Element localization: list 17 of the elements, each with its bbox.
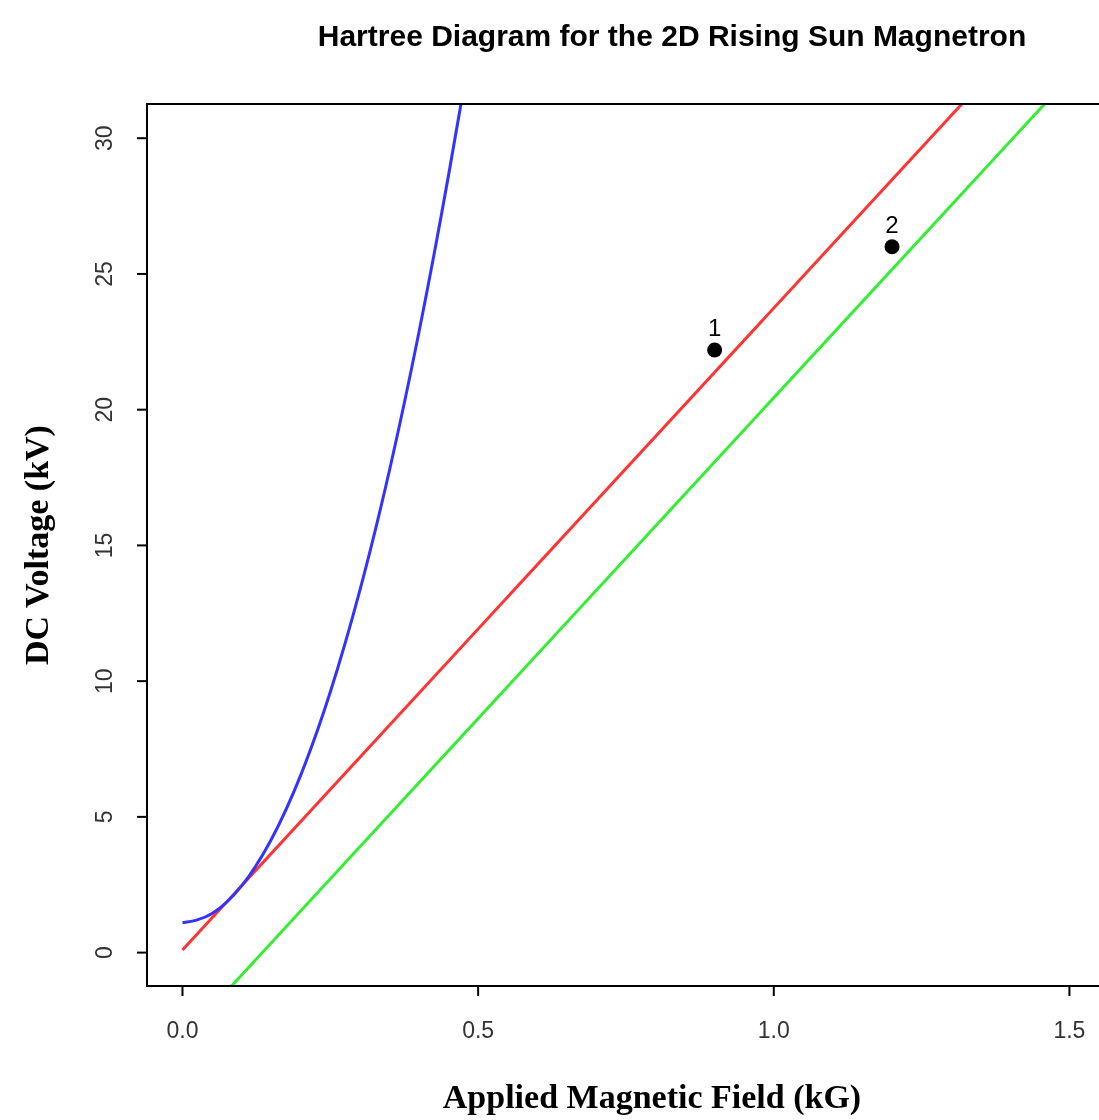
x-tick-label: 0.5: [462, 1017, 495, 1043]
y-tick-label: 5: [91, 810, 117, 824]
y-tick-label: 0: [91, 946, 117, 960]
y-tick-label: 30: [91, 125, 117, 151]
y-tick-label: 20: [91, 396, 117, 423]
y-tick-label: 25: [91, 261, 117, 287]
x-tick-label: 1.5: [1053, 1017, 1086, 1043]
chart-title: Hartree Diagram for the 2D Rising Sun Magnetron: [317, 19, 1027, 52]
annotation: 1: [707, 313, 722, 341]
y-tick-label: 15: [91, 532, 117, 559]
y-axis-title: DC Voltage (kV): [18, 425, 56, 665]
x-tick-label: 1.0: [757, 1017, 790, 1043]
x-tick-label: 0.0: [166, 1017, 199, 1043]
x-axis-title: Applied Magnetic Field (kG): [442, 1078, 862, 1116]
annotation: 2: [885, 210, 899, 238]
y-tick-label: 10: [91, 668, 117, 694]
line-series: [180, 104, 463, 925]
